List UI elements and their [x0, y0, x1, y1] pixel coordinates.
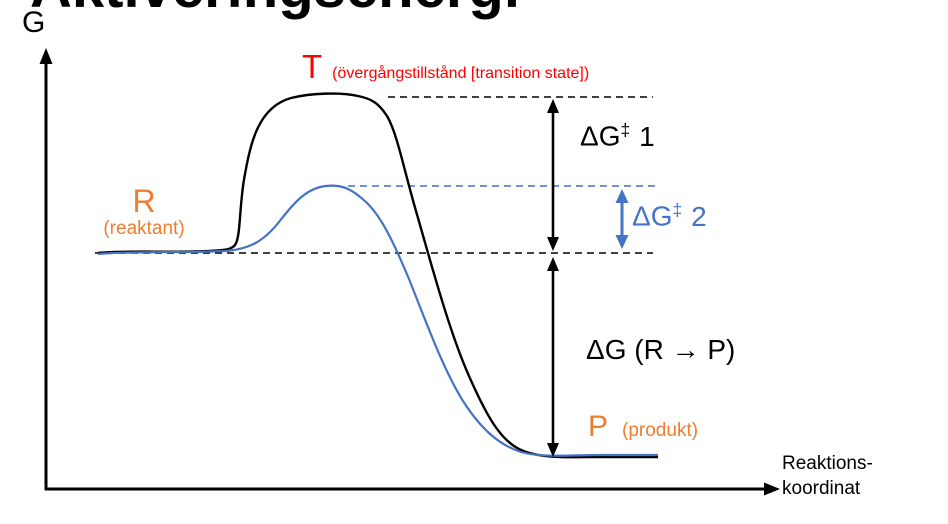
delta-g2-arrow-up-icon [615, 189, 629, 203]
product-symbol: P [588, 410, 609, 443]
uncatalyzed-energy-curve [97, 92, 658, 459]
delta-g-reaction-arrow [547, 257, 559, 457]
delta-g2-label: ΔG‡ 2 [632, 200, 707, 233]
reactant-symbol: R [132, 183, 156, 219]
delta-g1-base: ΔG [580, 120, 621, 152]
reactant-label: R (reaktant) [94, 184, 194, 240]
x-axis-label-line2: koordinat [782, 478, 861, 499]
delta-g1-arrow-down-icon [547, 237, 559, 251]
page-title: Aktiveringsenergi [30, 0, 520, 21]
product-label: P (produkt) [588, 410, 698, 444]
delta-g1-label: ΔG‡ 1 [580, 120, 655, 153]
delta-g2-sup: ‡ [672, 200, 683, 220]
delta-g1-arrow-up-icon [547, 99, 559, 113]
delta-g2-arrow [615, 189, 629, 249]
product-description: (produkt) [622, 420, 699, 441]
delta-g1-arrow [547, 99, 559, 251]
delta-g2-base: ΔG [632, 200, 673, 232]
y-axis-arrowhead-icon [39, 48, 53, 64]
delta-g2-arrow-down-icon [615, 235, 629, 249]
catalyzed-energy-curve [97, 184, 658, 457]
delta-g-reaction-arrow-down-icon [547, 443, 559, 457]
delta-g-reaction-label: ΔG (R → P) [586, 334, 736, 365]
x-axis-label-line1: Reaktions- [782, 453, 873, 474]
transition-state-label: T (övergångstillstånd [transition state]… [302, 48, 589, 86]
delta-g1-suffix: 1 [639, 120, 655, 152]
delta-g-reaction-arrow-up-icon [547, 257, 559, 271]
y-axis-label: G [22, 6, 46, 39]
delta-g1-sup: ‡ [620, 120, 631, 140]
delta-g2-suffix: 2 [691, 200, 707, 232]
x-axis-arrowhead-icon [764, 482, 780, 496]
transition-description: (övergångstillstånd [transition state]) [332, 65, 590, 82]
x-axis-label: Reaktions- koordinat [782, 451, 873, 501]
transition-symbol: T [302, 48, 323, 85]
reactant-description: (reaktant) [103, 218, 185, 239]
